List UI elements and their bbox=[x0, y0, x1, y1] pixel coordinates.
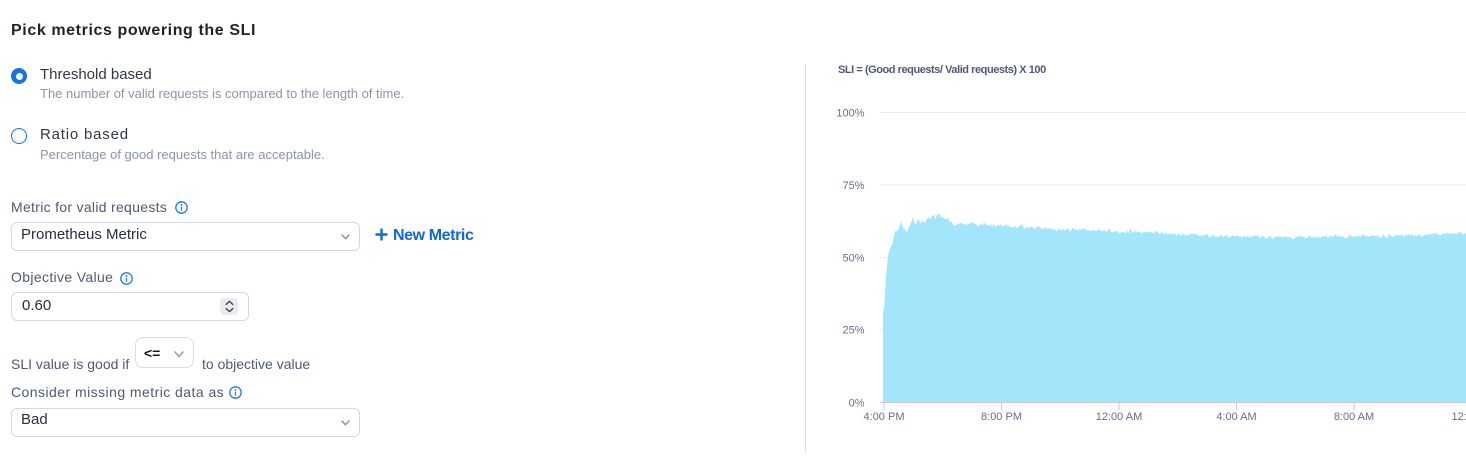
svg-text:100%: 100% bbox=[836, 108, 864, 120]
svg-text:75%: 75% bbox=[842, 180, 864, 192]
svg-text:12:00 AM: 12:00 AM bbox=[1096, 411, 1142, 423]
svg-text:12:00 PM: 12:00 PM bbox=[1451, 411, 1466, 423]
svg-text:50%: 50% bbox=[842, 252, 864, 264]
svg-text:8:00 PM: 8:00 PM bbox=[981, 411, 1022, 423]
svg-text:0%: 0% bbox=[849, 398, 865, 410]
svg-text:25%: 25% bbox=[842, 325, 864, 337]
svg-text:4:00 PM: 4:00 PM bbox=[864, 411, 905, 423]
svg-text:8:00 AM: 8:00 AM bbox=[1334, 411, 1374, 423]
svg-text:4:00 AM: 4:00 AM bbox=[1216, 411, 1256, 423]
